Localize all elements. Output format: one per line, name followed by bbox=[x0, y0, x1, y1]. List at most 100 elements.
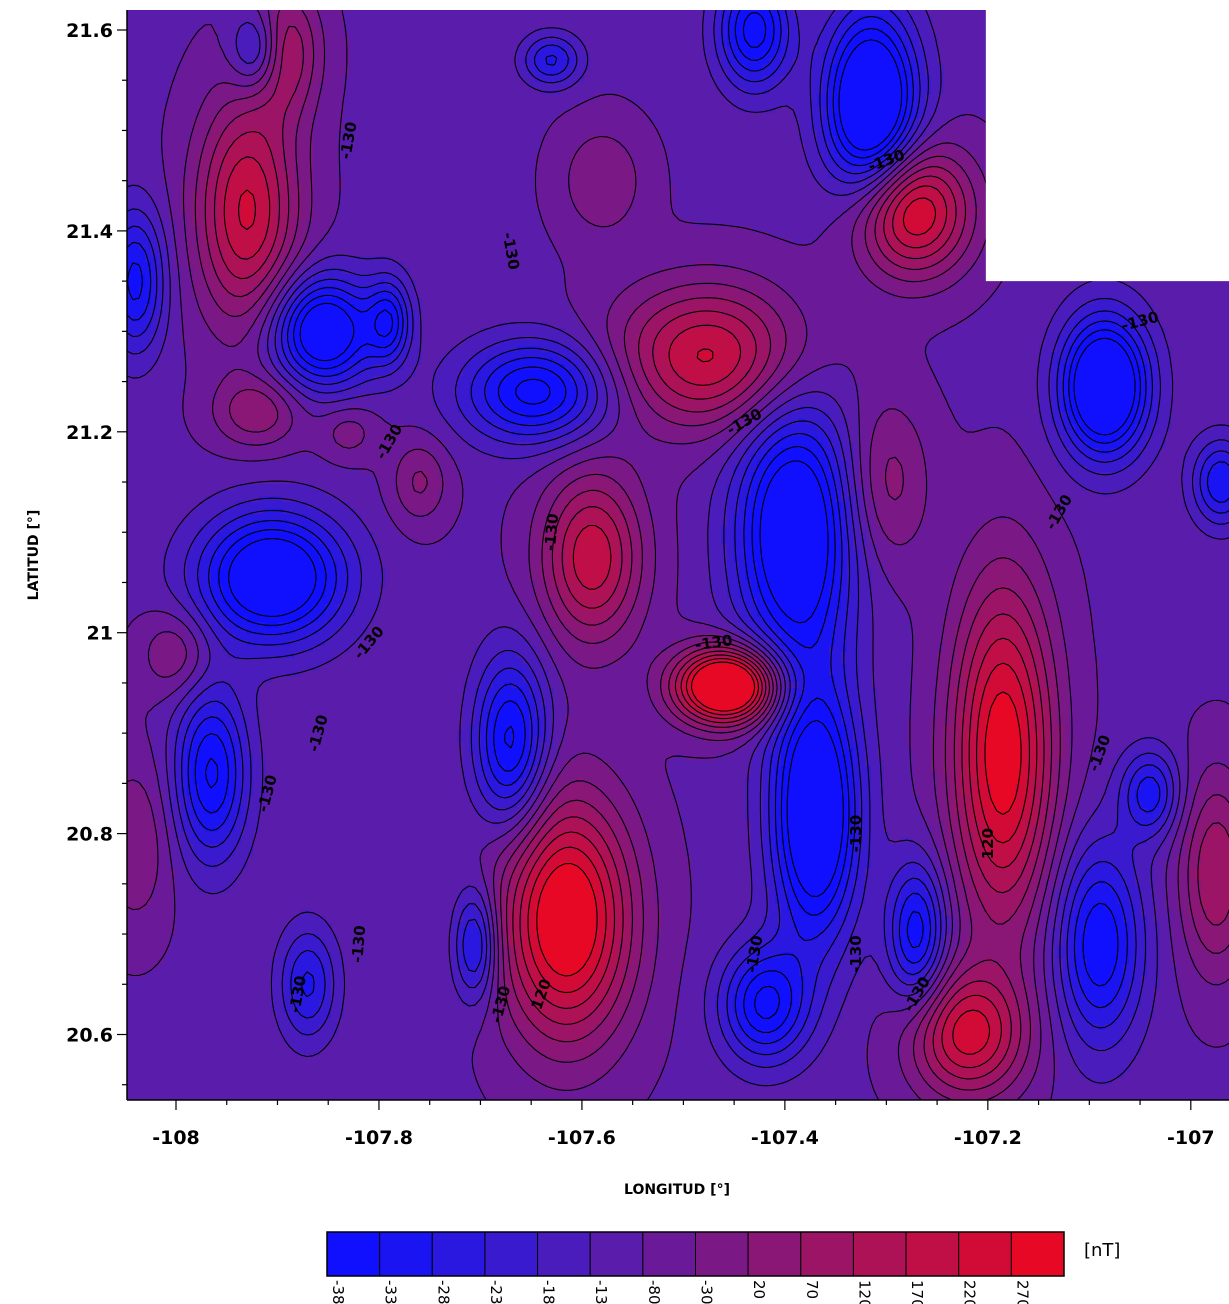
field-cell bbox=[535, 628, 554, 635]
field-cell bbox=[973, 214, 992, 221]
field-cell bbox=[181, 394, 218, 401]
field-cell bbox=[571, 550, 614, 557]
field-cell bbox=[913, 94, 920, 101]
field-cell bbox=[283, 400, 302, 407]
field-cell bbox=[937, 274, 962, 281]
field-cell bbox=[1027, 700, 1034, 707]
field-cell bbox=[925, 52, 938, 59]
field-cell bbox=[295, 652, 338, 659]
field-cell bbox=[1033, 706, 1046, 713]
field-cell bbox=[595, 334, 608, 341]
field-cell bbox=[187, 424, 218, 431]
field-cell bbox=[271, 142, 284, 149]
field-cell bbox=[1015, 700, 1028, 707]
field-cell bbox=[499, 670, 524, 677]
field-cell bbox=[847, 484, 854, 491]
field-cell bbox=[523, 58, 536, 65]
field-cell bbox=[457, 388, 470, 395]
field-cell bbox=[547, 880, 590, 887]
field-cell bbox=[961, 784, 974, 791]
field-cell bbox=[757, 346, 770, 353]
field-cell bbox=[979, 826, 992, 833]
field-cell bbox=[1195, 706, 1229, 713]
field-cell bbox=[565, 760, 608, 767]
field-cell bbox=[1165, 778, 1172, 785]
field-cell bbox=[523, 742, 530, 749]
field-cell bbox=[619, 502, 632, 509]
field-cell bbox=[709, 70, 728, 77]
field-cell bbox=[523, 688, 530, 695]
field-cell bbox=[1027, 604, 1040, 611]
field-cell bbox=[199, 304, 218, 311]
field-cell bbox=[733, 622, 746, 629]
field-cell bbox=[631, 610, 650, 617]
field-cell bbox=[493, 772, 524, 779]
field-cell bbox=[913, 676, 938, 683]
field-cell bbox=[337, 628, 368, 635]
field-cell bbox=[511, 868, 524, 875]
field-cell bbox=[541, 856, 548, 863]
field-cell bbox=[181, 718, 194, 725]
field-cell bbox=[1081, 826, 1118, 833]
field-cell bbox=[895, 292, 932, 299]
field-cell bbox=[235, 166, 260, 173]
field-cell bbox=[799, 706, 806, 713]
field-cell bbox=[1045, 730, 1052, 737]
field-cell bbox=[817, 34, 836, 41]
field-cell bbox=[217, 202, 224, 209]
field-cell bbox=[475, 772, 488, 779]
field-cell bbox=[283, 40, 302, 47]
field-cell bbox=[1153, 820, 1166, 827]
field-cell bbox=[235, 394, 266, 401]
field-cell bbox=[799, 136, 818, 143]
field-cell bbox=[1183, 454, 1202, 461]
field-cell bbox=[553, 604, 566, 611]
field-cell bbox=[913, 106, 920, 113]
field-cell bbox=[937, 232, 950, 239]
field-cell bbox=[1135, 358, 1142, 365]
field-cell bbox=[1201, 814, 1229, 821]
field-cell bbox=[1183, 844, 1190, 851]
field-cell bbox=[781, 742, 788, 749]
field-cell bbox=[157, 268, 164, 275]
field-cell bbox=[523, 712, 530, 719]
field-cell bbox=[667, 304, 746, 311]
field-cell bbox=[871, 448, 926, 455]
field-cell bbox=[961, 838, 974, 845]
field-cell bbox=[967, 550, 1040, 557]
field-cell bbox=[439, 466, 458, 473]
field-cell bbox=[1177, 874, 1190, 881]
field-cell bbox=[751, 472, 764, 479]
field-cell bbox=[181, 292, 194, 299]
field-cell bbox=[913, 706, 938, 713]
field-cell bbox=[643, 388, 656, 395]
field-cell bbox=[823, 430, 836, 437]
field-cell bbox=[169, 724, 182, 731]
field-cell bbox=[457, 394, 470, 401]
field-cell bbox=[751, 628, 764, 635]
field-cell bbox=[163, 268, 170, 275]
field-cell bbox=[985, 688, 1022, 695]
field-cell bbox=[187, 256, 200, 263]
field-cell bbox=[913, 628, 944, 635]
field-cell bbox=[751, 538, 836, 545]
field-cell bbox=[751, 844, 764, 851]
field-cell bbox=[199, 160, 212, 167]
field-cell bbox=[1057, 388, 1064, 395]
field-cell bbox=[301, 70, 314, 77]
field-cell bbox=[571, 430, 590, 437]
field-cell bbox=[175, 748, 182, 755]
field-cell bbox=[1045, 616, 1064, 623]
field-cell bbox=[649, 610, 680, 617]
field-cell bbox=[913, 124, 920, 131]
field-cell bbox=[871, 532, 884, 539]
field-cell bbox=[961, 868, 968, 875]
field-cell bbox=[511, 490, 542, 497]
field-cell bbox=[313, 52, 326, 59]
field-cell bbox=[229, 100, 266, 107]
field-cell bbox=[535, 754, 542, 761]
field-cell bbox=[469, 742, 482, 749]
field-cell bbox=[967, 640, 980, 647]
field-cell bbox=[763, 694, 770, 701]
field-cell bbox=[757, 748, 764, 755]
